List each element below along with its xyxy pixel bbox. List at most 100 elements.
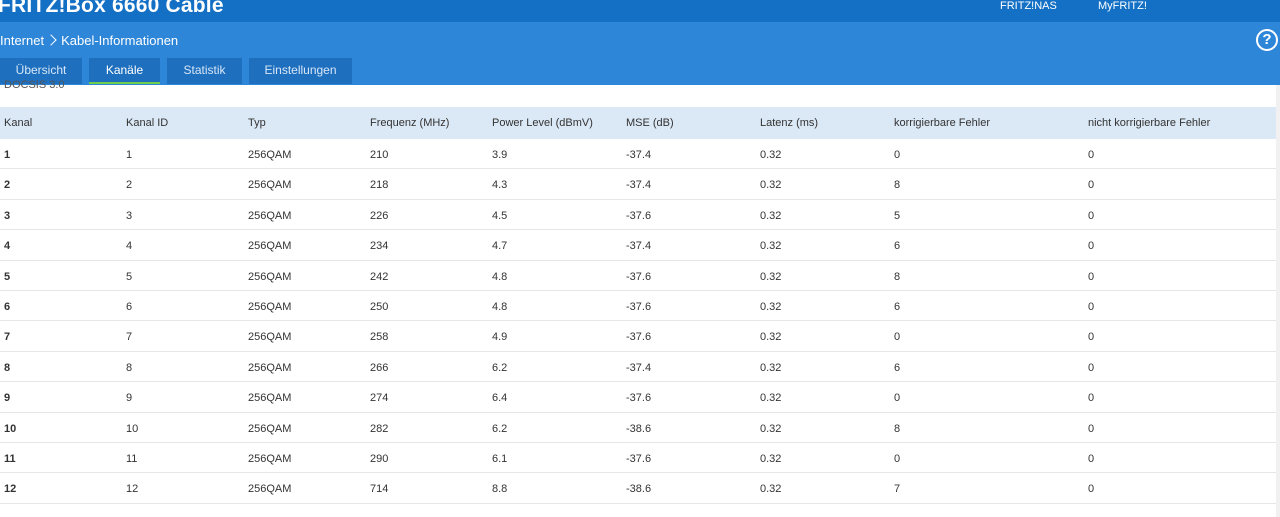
table-cell: 266	[370, 361, 389, 374]
column-header: Power Level (dBmV)	[492, 117, 593, 129]
table-cell: 0.32	[760, 392, 782, 405]
table-cell: 256QAM	[248, 331, 292, 344]
table-cell: 4.5	[492, 209, 508, 222]
table-cell: 0	[1088, 483, 1095, 496]
table-cell: 0.32	[760, 361, 782, 374]
help-icon[interactable]: ?	[1256, 29, 1278, 51]
section-label: DOCSIS 3.0	[4, 79, 65, 91]
table-cell: 11	[4, 453, 16, 465]
table-cell: 1	[126, 149, 133, 161]
table-cell: 0	[894, 453, 901, 465]
table-cell: 258	[370, 331, 389, 344]
breadcrumb: Internet Kabel-Informationen	[0, 33, 178, 48]
table-cell: -37.4	[626, 240, 652, 253]
table-row: 5 5 256QAM 242 4.8 -37.6 0.32 8 0	[0, 261, 1276, 291]
column-header: Latenz (ms)	[760, 117, 819, 129]
table-cell: 714	[370, 483, 389, 496]
table-cell: 6	[894, 301, 901, 313]
table-cell: 0.32	[760, 453, 782, 465]
table-cell: 6.2	[492, 422, 508, 435]
table-cell: 0	[1088, 422, 1095, 435]
table-row: 12 12 256QAM 714 8.8 -38.6 0.32 7 0	[0, 473, 1276, 504]
table-cell: 0	[1088, 301, 1095, 313]
table-cell: 10	[4, 422, 17, 435]
table-cell: 4.9	[492, 331, 508, 344]
fritz-nas-link[interactable]: FRITZ!NAS	[1000, 0, 1057, 12]
table-cell: 3	[126, 209, 133, 222]
table-cell: 12	[4, 483, 17, 496]
table-cell: 256QAM	[248, 270, 292, 283]
table-cell: -37.6	[626, 209, 652, 222]
tab-kanaele[interactable]: Kanäle	[89, 58, 160, 84]
table-cell: 256QAM	[248, 149, 292, 161]
table-header: Kanal Kanal ID Typ Frequenz (MHz) Power …	[0, 107, 1276, 139]
table-cell: 0.32	[760, 179, 782, 192]
table-cell: 8	[126, 361, 133, 374]
table-cell: 0	[894, 392, 901, 405]
table-cell: 0	[894, 331, 901, 344]
table-cell: 242	[370, 270, 389, 283]
table-cell: 12	[126, 483, 139, 496]
table-cell: -37.6	[626, 301, 652, 313]
sub-header: Internet Kabel-Informationen ? Übersicht …	[0, 22, 1280, 85]
table-cell: -37.6	[626, 331, 652, 344]
table-cell: 0	[1088, 453, 1095, 465]
table-cell: 210	[370, 149, 389, 161]
table-cell: 0.32	[760, 422, 782, 435]
table-cell: -37.4	[626, 179, 652, 192]
table-cell: 0	[1088, 270, 1095, 283]
table-cell: 6	[126, 301, 133, 313]
table-cell: 6	[894, 361, 901, 374]
table-cell: 0.32	[760, 270, 782, 283]
table-cell: 11	[126, 453, 138, 465]
table-cell: 8.8	[492, 483, 508, 496]
tab-statistik[interactable]: Statistik	[167, 58, 242, 84]
table-cell: 8	[4, 361, 11, 374]
table-cell: 0	[1088, 240, 1095, 253]
table-cell: 0	[894, 149, 901, 161]
table-cell: 8	[894, 422, 901, 435]
tab-uebersicht[interactable]: Übersicht	[0, 58, 82, 84]
table-cell: 250	[370, 301, 389, 313]
chevron-right-icon	[45, 34, 57, 46]
table-cell: 0.32	[760, 331, 782, 344]
table-cell: -38.6	[626, 483, 652, 496]
table-row: 1 1 256QAM 210 3.9 -37.4 0.32 0 0	[0, 139, 1276, 170]
table-cell: 290	[370, 453, 389, 465]
scrollbar[interactable]	[1276, 85, 1280, 517]
table-cell: 256QAM	[248, 209, 292, 222]
table-cell: 0	[1088, 331, 1095, 344]
table-cell: 8	[894, 270, 901, 283]
myfritz-link[interactable]: MyFRITZ!	[1098, 0, 1147, 12]
table-cell: 0.32	[760, 483, 782, 496]
column-header: Typ	[248, 117, 266, 129]
table-cell: 256QAM	[248, 179, 292, 192]
tab-einstellungen[interactable]: Einstellungen	[249, 58, 352, 84]
table-cell: 10	[126, 422, 139, 435]
table-cell: 234	[370, 240, 389, 253]
table-row: 2 2 256QAM 218 4.3 -37.4 0.32 8 0	[0, 169, 1276, 200]
table-cell: 5	[126, 270, 133, 283]
table-row: 11 11 256QAM 290 6.1 -37.6 0.32 0 0	[0, 443, 1276, 474]
top-bar: FRITZ!Box 6660 Cable FRITZ!NAS MyFRITZ!	[0, 0, 1280, 22]
table-cell: 2	[4, 179, 11, 192]
table-cell: 256QAM	[248, 483, 292, 496]
column-header: Kanal ID	[126, 117, 169, 129]
brand-title: FRITZ!Box 6660 Cable	[0, 0, 224, 17]
table-cell: 226	[370, 209, 389, 222]
table-cell: 4	[126, 240, 133, 253]
column-header: korrigierbare Fehler	[894, 117, 990, 129]
table-cell: -37.6	[626, 270, 652, 283]
table-cell: 256QAM	[248, 240, 292, 253]
table-cell: -37.4	[626, 149, 652, 161]
breadcrumb-parent[interactable]: Internet	[0, 33, 45, 48]
table-cell: 256QAM	[248, 422, 292, 435]
column-header: Kanal	[4, 117, 33, 129]
table-cell: 8	[894, 179, 901, 192]
table-row: 3 3 256QAM 226 4.5 -37.6 0.32 5 0	[0, 200, 1276, 231]
table-cell: 6.4	[492, 392, 508, 405]
table-row: 7 7 256QAM 258 4.9 -37.6 0.32 0 0	[0, 321, 1276, 352]
table-row: 9 9 256QAM 274 6.4 -37.6 0.32 0 0	[0, 382, 1276, 413]
table-cell: 7	[126, 331, 133, 344]
table-cell: 0	[1088, 179, 1095, 192]
